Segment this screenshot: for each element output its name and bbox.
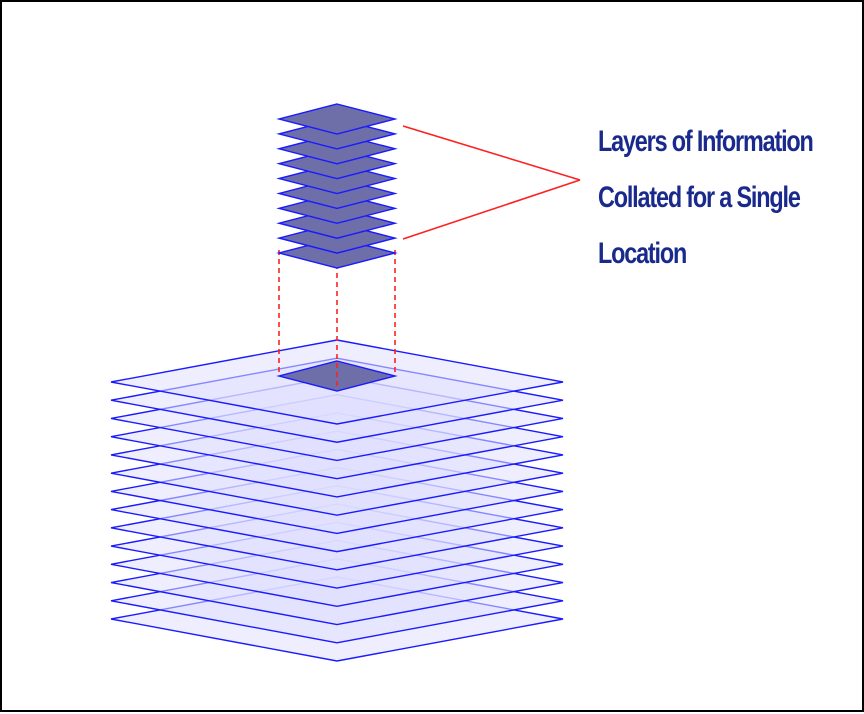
caption-line-1: Layers of Information — [598, 125, 814, 158]
callout-line-top — [402, 125, 581, 181]
collated-layer — [276, 103, 398, 135]
large-layer-stack — [110, 339, 564, 662]
callout-lines — [402, 125, 581, 240]
collated-layer-stack — [276, 103, 398, 269]
caption-line-3: Location — [598, 237, 687, 270]
caption-line-2: Collated for a Single — [598, 181, 801, 214]
projection-guides — [278, 250, 396, 390]
callout-line-bottom — [402, 179, 581, 240]
diagram-caption: Layers of Information Collated for a Sin… — [598, 114, 814, 282]
